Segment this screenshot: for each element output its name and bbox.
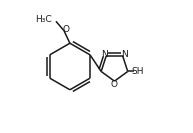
Text: N: N (101, 50, 108, 59)
Text: N: N (121, 50, 128, 59)
Text: O: O (111, 80, 118, 89)
Text: SH: SH (132, 67, 144, 76)
Text: O: O (63, 25, 70, 34)
Text: H₃C: H₃C (35, 15, 52, 24)
